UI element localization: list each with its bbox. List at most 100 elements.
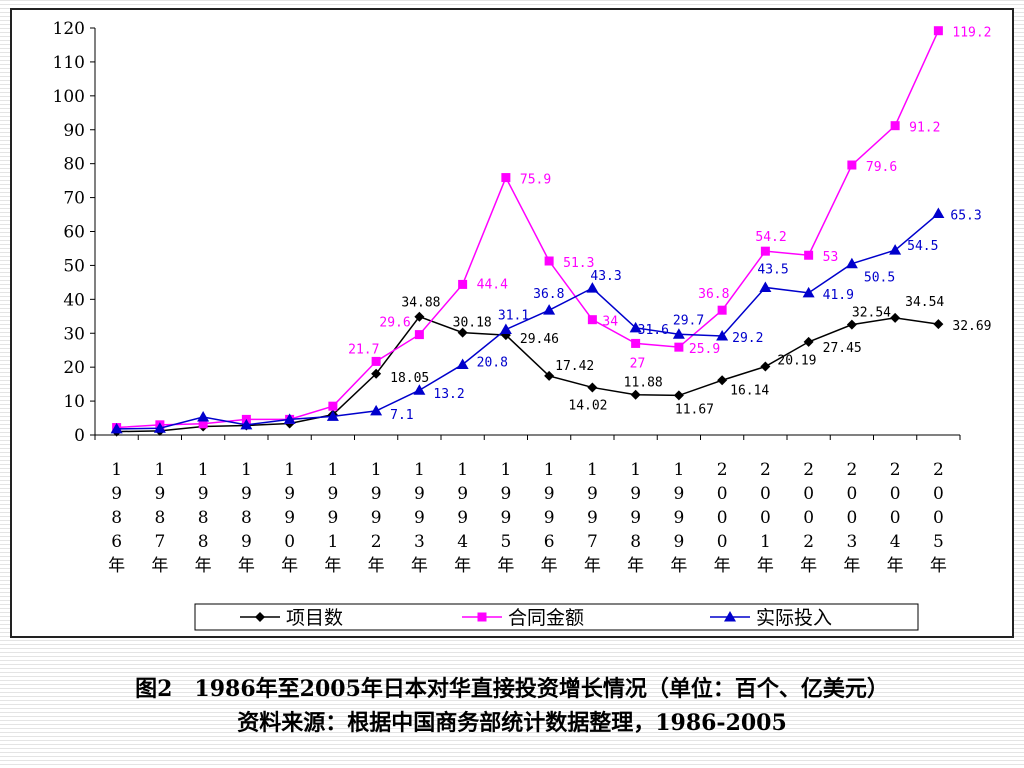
data-point xyxy=(457,327,468,338)
series-line xyxy=(116,30,940,429)
data-label: 7.1 xyxy=(390,408,413,423)
data-point xyxy=(760,361,771,372)
data-label: 13.2 xyxy=(433,387,464,402)
data-point xyxy=(414,311,425,322)
data-label: 41.9 xyxy=(823,288,854,303)
data-label: 14.02 xyxy=(568,398,607,413)
data-point xyxy=(803,336,814,347)
data-point xyxy=(326,410,339,421)
data-point xyxy=(716,329,729,341)
data-point xyxy=(153,422,166,433)
data-point xyxy=(544,370,555,381)
data-point xyxy=(802,286,815,298)
y-tick-label: 60 xyxy=(63,223,85,243)
data-point xyxy=(759,281,772,292)
caption-source: 资料来源：根据中国商务部统计数据整理，1986-2005 xyxy=(237,710,787,736)
data-point xyxy=(458,279,468,289)
data-label: 11.88 xyxy=(624,376,663,391)
y-tick-label: 90 xyxy=(63,121,85,141)
data-point xyxy=(889,244,902,255)
legend-marker xyxy=(724,611,736,622)
data-label: 32.54 xyxy=(852,306,891,321)
data-point xyxy=(933,319,944,330)
data-label: 50.5 xyxy=(864,271,895,286)
data-point xyxy=(456,358,469,369)
data-point xyxy=(413,384,426,395)
data-label: 91.2 xyxy=(909,121,940,136)
data-point xyxy=(630,389,641,400)
data-label: 36.8 xyxy=(698,287,729,302)
legend-label: 项目数 xyxy=(286,607,343,629)
data-label: 79.6 xyxy=(866,160,897,175)
legend: 项目数 合同金额 实际投入 xyxy=(194,603,919,631)
data-point xyxy=(197,411,210,422)
data-label: 34 xyxy=(602,315,618,330)
data-label: 18.05 xyxy=(390,371,429,386)
data-point xyxy=(890,312,901,323)
data-point xyxy=(543,304,556,315)
data-point xyxy=(283,413,296,424)
data-label: 32.69 xyxy=(952,319,991,334)
data-label: 11.67 xyxy=(675,402,714,417)
legend-box xyxy=(194,603,919,631)
data-label: 119.2 xyxy=(952,26,991,41)
data-point xyxy=(198,419,208,429)
data-label: 34.54 xyxy=(905,295,944,310)
data-label: 65.3 xyxy=(950,209,981,224)
data-label: 17.42 xyxy=(555,359,594,374)
data-label: 29.46 xyxy=(520,332,559,347)
data-label: 31.1 xyxy=(498,309,529,324)
data-point xyxy=(932,207,945,219)
data-label: 29.7 xyxy=(673,313,704,328)
y-tick-label: 80 xyxy=(63,155,85,175)
data-label: 44.4 xyxy=(477,277,508,292)
data-point xyxy=(544,256,554,266)
data-point xyxy=(501,173,511,183)
data-point xyxy=(631,338,641,348)
data-point xyxy=(587,315,597,325)
y-tick-label: 70 xyxy=(63,189,85,209)
data-label: 25.9 xyxy=(689,342,720,357)
data-point xyxy=(672,328,685,339)
data-point xyxy=(240,418,253,430)
data-label: 43.3 xyxy=(590,269,621,284)
figure-caption: 图2 1986年至2005年日本对华直接投资增长情况（单位：百个、亿美元） 资料… xyxy=(0,672,1024,740)
data-point xyxy=(804,250,814,260)
data-label: 27 xyxy=(630,356,646,371)
y-tick-label: 110 xyxy=(53,53,85,73)
y-tick-label: 30 xyxy=(63,324,85,344)
data-label: 27.45 xyxy=(823,341,862,356)
data-point xyxy=(673,390,684,401)
data-label: 20.8 xyxy=(477,355,508,370)
data-label: 51.3 xyxy=(563,256,594,271)
data-label: 53 xyxy=(823,250,839,265)
data-label: 54.5 xyxy=(907,239,938,254)
data-label: 16.14 xyxy=(730,383,769,398)
legend-marker xyxy=(477,612,487,622)
data-point xyxy=(674,342,684,352)
data-label: 29.6 xyxy=(379,316,410,331)
legend-marker xyxy=(255,612,265,622)
data-point xyxy=(845,257,858,269)
data-label: 43.5 xyxy=(757,262,788,277)
data-point xyxy=(717,305,727,315)
data-label: 36.8 xyxy=(533,287,564,302)
legend-label: 合同金额 xyxy=(508,607,584,629)
data-point xyxy=(499,323,512,335)
data-point xyxy=(890,121,900,131)
legend-label: 实际投入 xyxy=(756,607,832,629)
data-point xyxy=(414,330,424,340)
data-point xyxy=(371,368,382,379)
data-label: 20.19 xyxy=(777,354,816,369)
y-tick-label: 50 xyxy=(63,256,85,276)
